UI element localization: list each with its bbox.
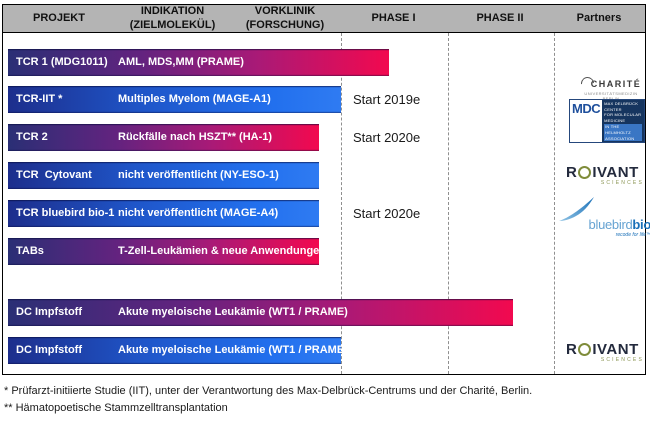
mdc-name: MDC xyxy=(572,101,601,116)
project-label: TCR bluebird bio-1 xyxy=(16,207,115,219)
roivant-prefix: R xyxy=(566,341,578,358)
header-vorklinik: VORKLINIK (FORSCHUNG) xyxy=(230,5,340,31)
header-phase1-label: PHASE I xyxy=(371,11,416,24)
bluebird-bio-logo: bluebirdbio recode for life™ xyxy=(554,196,650,238)
project-label: TCR 2 xyxy=(16,131,48,143)
header-projekt: PROJEKT xyxy=(3,12,115,25)
charite-name: CHARITÉ xyxy=(590,78,642,89)
header-projekt-label: PROJEKT xyxy=(33,11,85,24)
pipeline-bar-dc-impfstoff-1: DC Impfstoff Akute myeloische Leukämie (… xyxy=(8,299,513,326)
mdc-text-box: MAX DELBRÜCK CENTER FOR MOLECULAR MEDICI… xyxy=(602,100,644,143)
header-indikation-line2: (ZIELMOLEKÜL) xyxy=(129,18,216,31)
header-partners-label: Partners xyxy=(576,11,622,24)
roivant-wordmark: R IVANT xyxy=(566,341,644,358)
bluebird-word2: bio xyxy=(632,217,650,232)
roivant-wordmark: R IVANT xyxy=(566,164,644,181)
indication-label: T-Zell-Leukämien & neue Anwendungen xyxy=(118,245,327,257)
pipeline-bar-dc-impfstoff-2: DC Impfstoff Akute myeloische Leukämie (… xyxy=(8,337,348,364)
indication-label: Rückfälle nach HSZT** (HA-1) xyxy=(118,131,273,143)
pipeline-bar-tcr-iit: TCR-IIT * Multiples Myelom (MAGE-A1) xyxy=(8,86,341,113)
start-note-tcr-iit: Start 2019e xyxy=(353,92,421,107)
pipeline-bar-tabs: TABs T-Zell-Leukämien & neue Anwendungen xyxy=(8,238,326,265)
roivant-o-icon xyxy=(578,166,592,179)
roivant-logo-1: R IVANT SCIENCES xyxy=(566,164,644,186)
bluebird-wordmark: bluebirdbio xyxy=(554,218,650,231)
header-vorklinik-line1: VORKLINIK xyxy=(254,5,316,18)
roivant-sciences-label: SCIENCES xyxy=(600,357,644,363)
roivant-logo-2: R IVANT SCIENCES xyxy=(566,341,644,363)
header-partners: Partners xyxy=(553,12,645,25)
roivant-suffix: IVANT xyxy=(592,341,639,358)
pipeline-bar-tcr1: TCR 1 (MDG1011) AML, MDS,MM (PRAME) xyxy=(8,49,389,76)
project-label: DC Impfstoff xyxy=(16,306,82,318)
start-note-tcr2: Start 2020e xyxy=(353,130,421,145)
project-label: TCR Cytovant xyxy=(16,169,92,181)
column-header-row: PROJEKT INDIKATION (ZIELMOLEKÜL) VORKLINI… xyxy=(2,4,646,33)
indication-label: nicht veröffentlicht (MAGE-A4) xyxy=(118,207,279,219)
mdc-logo: MDC MAX DELBRÜCK CENTER FOR MOLECULAR ME… xyxy=(569,99,645,144)
charite-logo: CHARITÉ UNIVERSITÄTSMEDIZIN BERLIN xyxy=(576,74,646,101)
footnote-iit: * Prüfarzt-initiierte Studie (IIT), unte… xyxy=(4,385,533,397)
pipeline-bar-tcr-cytovant: TCR Cytovant nicht veröffentlicht (NY-ES… xyxy=(8,162,319,189)
chart-body: TCR 1 (MDG1011) AML, MDS,MM (PRAME) TCR-… xyxy=(2,33,650,375)
header-indikation-line1: INDIKATION xyxy=(140,5,205,18)
pipeline-bar-tcr-bluebird: TCR bluebird bio-1 nicht veröffentlicht … xyxy=(8,200,319,227)
project-label: TCR 1 (MDG1011) xyxy=(16,56,108,68)
start-note-bluebird: Start 2020e xyxy=(353,206,421,221)
indication-label: Akute myeloische Leukämie (WT1 / PRAME) xyxy=(118,306,348,318)
indication-label: nicht veröffentlicht (NY-ESO-1) xyxy=(118,169,279,181)
bluebird-word1: bluebird xyxy=(588,217,633,232)
bluebird-tagline: recode for life™ xyxy=(615,232,650,238)
project-label: TCR-IIT * xyxy=(16,93,63,105)
roivant-o-icon xyxy=(578,343,592,356)
header-phase2-label: PHASE II xyxy=(476,11,524,24)
mdc-line3: IN THE HELMHOLTZ ASSOCIATION xyxy=(604,124,642,142)
roivant-suffix: IVANT xyxy=(592,164,639,181)
pipeline-bar-tcr2: TCR 2 Rückfälle nach HSZT** (HA-1) xyxy=(8,124,319,151)
phase1-divider xyxy=(341,33,342,374)
phase2-divider xyxy=(448,33,449,374)
charite-arc-icon xyxy=(578,74,597,93)
header-phase2: PHASE II xyxy=(447,12,553,25)
roivant-sciences-label: SCIENCES xyxy=(600,180,644,186)
charite-subtitle: UNIVERSITÄTSMEDIZIN BERLIN xyxy=(584,91,638,101)
mdc-line2: FOR MOLECULAR MEDICINE xyxy=(604,112,642,123)
mdc-line1: MAX DELBRÜCK CENTER xyxy=(604,101,639,112)
footnote-hszt: ** Hämatopoetische Stammzelltransplantat… xyxy=(4,402,228,414)
indication-label: Akute myeloische Leukämie (WT1 / PRAME) xyxy=(118,344,348,356)
indication-label: Multiples Myelom (MAGE-A1) xyxy=(118,93,271,105)
header-phase1: PHASE I xyxy=(340,12,447,25)
roivant-prefix: R xyxy=(566,164,578,181)
header-indikation: INDIKATION (ZIELMOLEKÜL) xyxy=(115,5,230,31)
partners-divider xyxy=(554,33,555,374)
project-label: TABs xyxy=(16,245,44,257)
header-vorklinik-line2: (FORSCHUNG) xyxy=(245,18,325,31)
project-label: DC Impfstoff xyxy=(16,344,82,356)
indication-label: AML, MDS,MM (PRAME) xyxy=(118,56,244,68)
